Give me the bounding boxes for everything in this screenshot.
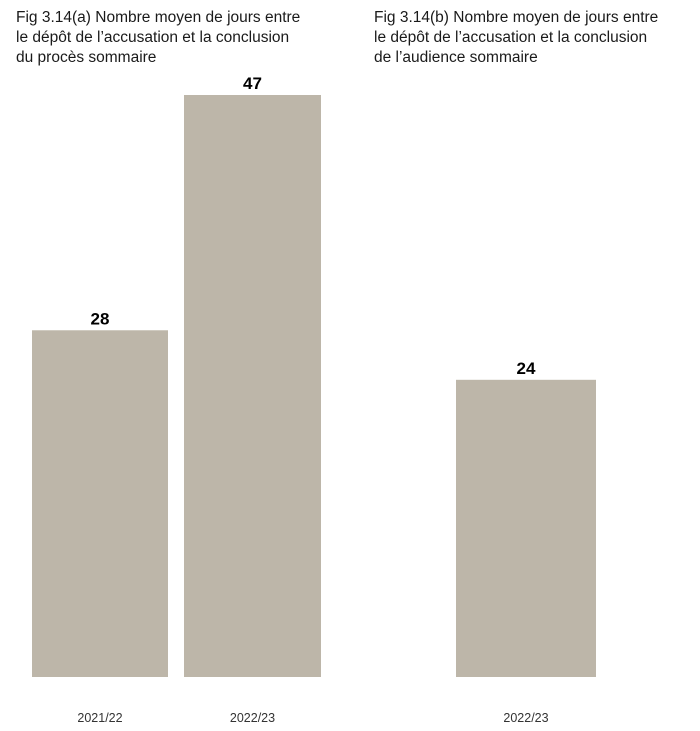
chart-a-title-line: du procès sommaire (16, 49, 157, 66)
chart-b-title-line: le dépôt de l’accusation et la conclusio… (374, 29, 648, 46)
chart-b-plot: 24 2022/23 (456, 359, 596, 725)
chart-a-bar-2021-22 (32, 330, 168, 677)
chart-b: Fig 3.14(b) Nombre moyen de jours entre … (350, 0, 700, 731)
chart-a-title-line: le dépôt de l’accusation et la conclusio… (16, 29, 290, 46)
chart-b-title-line: de l’audience sommaire (374, 49, 538, 66)
chart-a-title: Fig 3.14(a) Nombre moyen de jours entre … (16, 8, 346, 68)
chart-b-title: Fig 3.14(b) Nombre moyen de jours entre … (374, 8, 700, 68)
chart-a-title-line: Fig 3.14(a) Nombre moyen de jours entre (16, 9, 301, 26)
chart-a-category-label: 2022/23 (230, 711, 275, 725)
chart-a-plot: 28 2021/22 47 2022/23 (32, 74, 321, 725)
chart-b-bar-2022-23 (456, 379, 596, 677)
chart-a-bar-2022-23 (184, 95, 321, 677)
chart-a-data-label: 28 (91, 309, 110, 328)
chart-a-category-label: 2021/22 (77, 711, 122, 725)
chart-a: Fig 3.14(a) Nombre moyen de jours entre … (16, 8, 346, 725)
chart-b-title-line: Fig 3.14(b) Nombre moyen de jours entre (374, 9, 659, 26)
chart-b-data-label: 24 (517, 359, 536, 378)
chart-b-category-label: 2022/23 (503, 711, 548, 725)
chart-a-data-label: 47 (243, 74, 262, 93)
